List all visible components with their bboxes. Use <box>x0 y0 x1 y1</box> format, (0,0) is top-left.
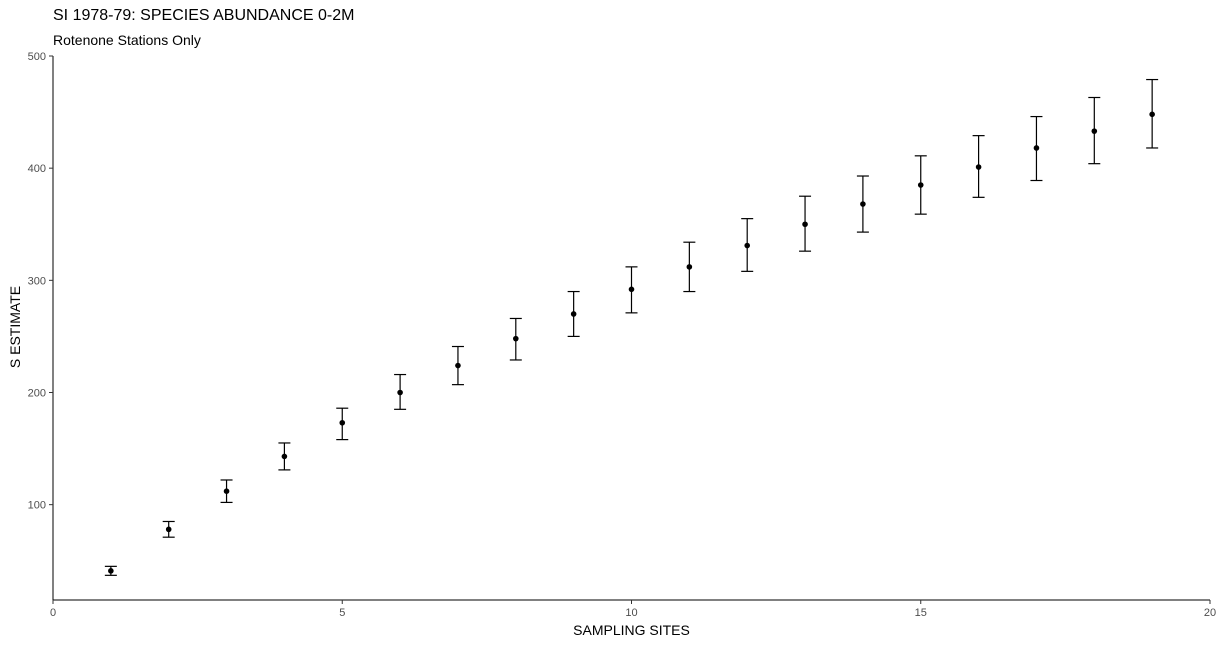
y-tick-label: 200 <box>28 387 46 399</box>
x-tick-label: 5 <box>339 607 345 619</box>
data-point <box>686 264 693 270</box>
data-point <box>570 311 577 317</box>
x-tick-label: 0 <box>50 607 56 619</box>
data-point <box>1091 128 1098 134</box>
data-point <box>165 526 172 533</box>
data-point <box>108 568 114 574</box>
data-point <box>1149 111 1155 118</box>
y-tick-label: 400 <box>28 163 46 175</box>
chart-subtitle: Rotenone Stations Only <box>53 32 201 48</box>
data-point <box>455 362 461 369</box>
data-point <box>975 164 982 170</box>
chart-title: SI 1978-79: SPECIES ABUNDANCE 0-2M <box>53 7 355 24</box>
data-point <box>397 389 403 396</box>
data-point <box>513 335 519 342</box>
data-point <box>860 201 866 207</box>
x-tick-label: 10 <box>625 607 637 619</box>
y-tick-label: 300 <box>28 275 46 287</box>
data-point <box>1033 145 1040 151</box>
data-point <box>917 182 924 188</box>
data-point <box>802 221 808 228</box>
data-point <box>281 453 288 460</box>
x-axis-label: SAMPLING SITES <box>573 622 690 638</box>
y-tick-label: 500 <box>28 51 46 63</box>
x-tick-label: 20 <box>1204 607 1216 619</box>
data-point <box>744 242 750 249</box>
data-point <box>628 286 635 293</box>
y-tick-label: 100 <box>28 500 46 512</box>
x-tick-label: 15 <box>915 607 927 619</box>
y-axis-label: S ESTIMATE <box>7 285 23 369</box>
data-point <box>223 488 230 495</box>
data-point <box>339 419 346 426</box>
